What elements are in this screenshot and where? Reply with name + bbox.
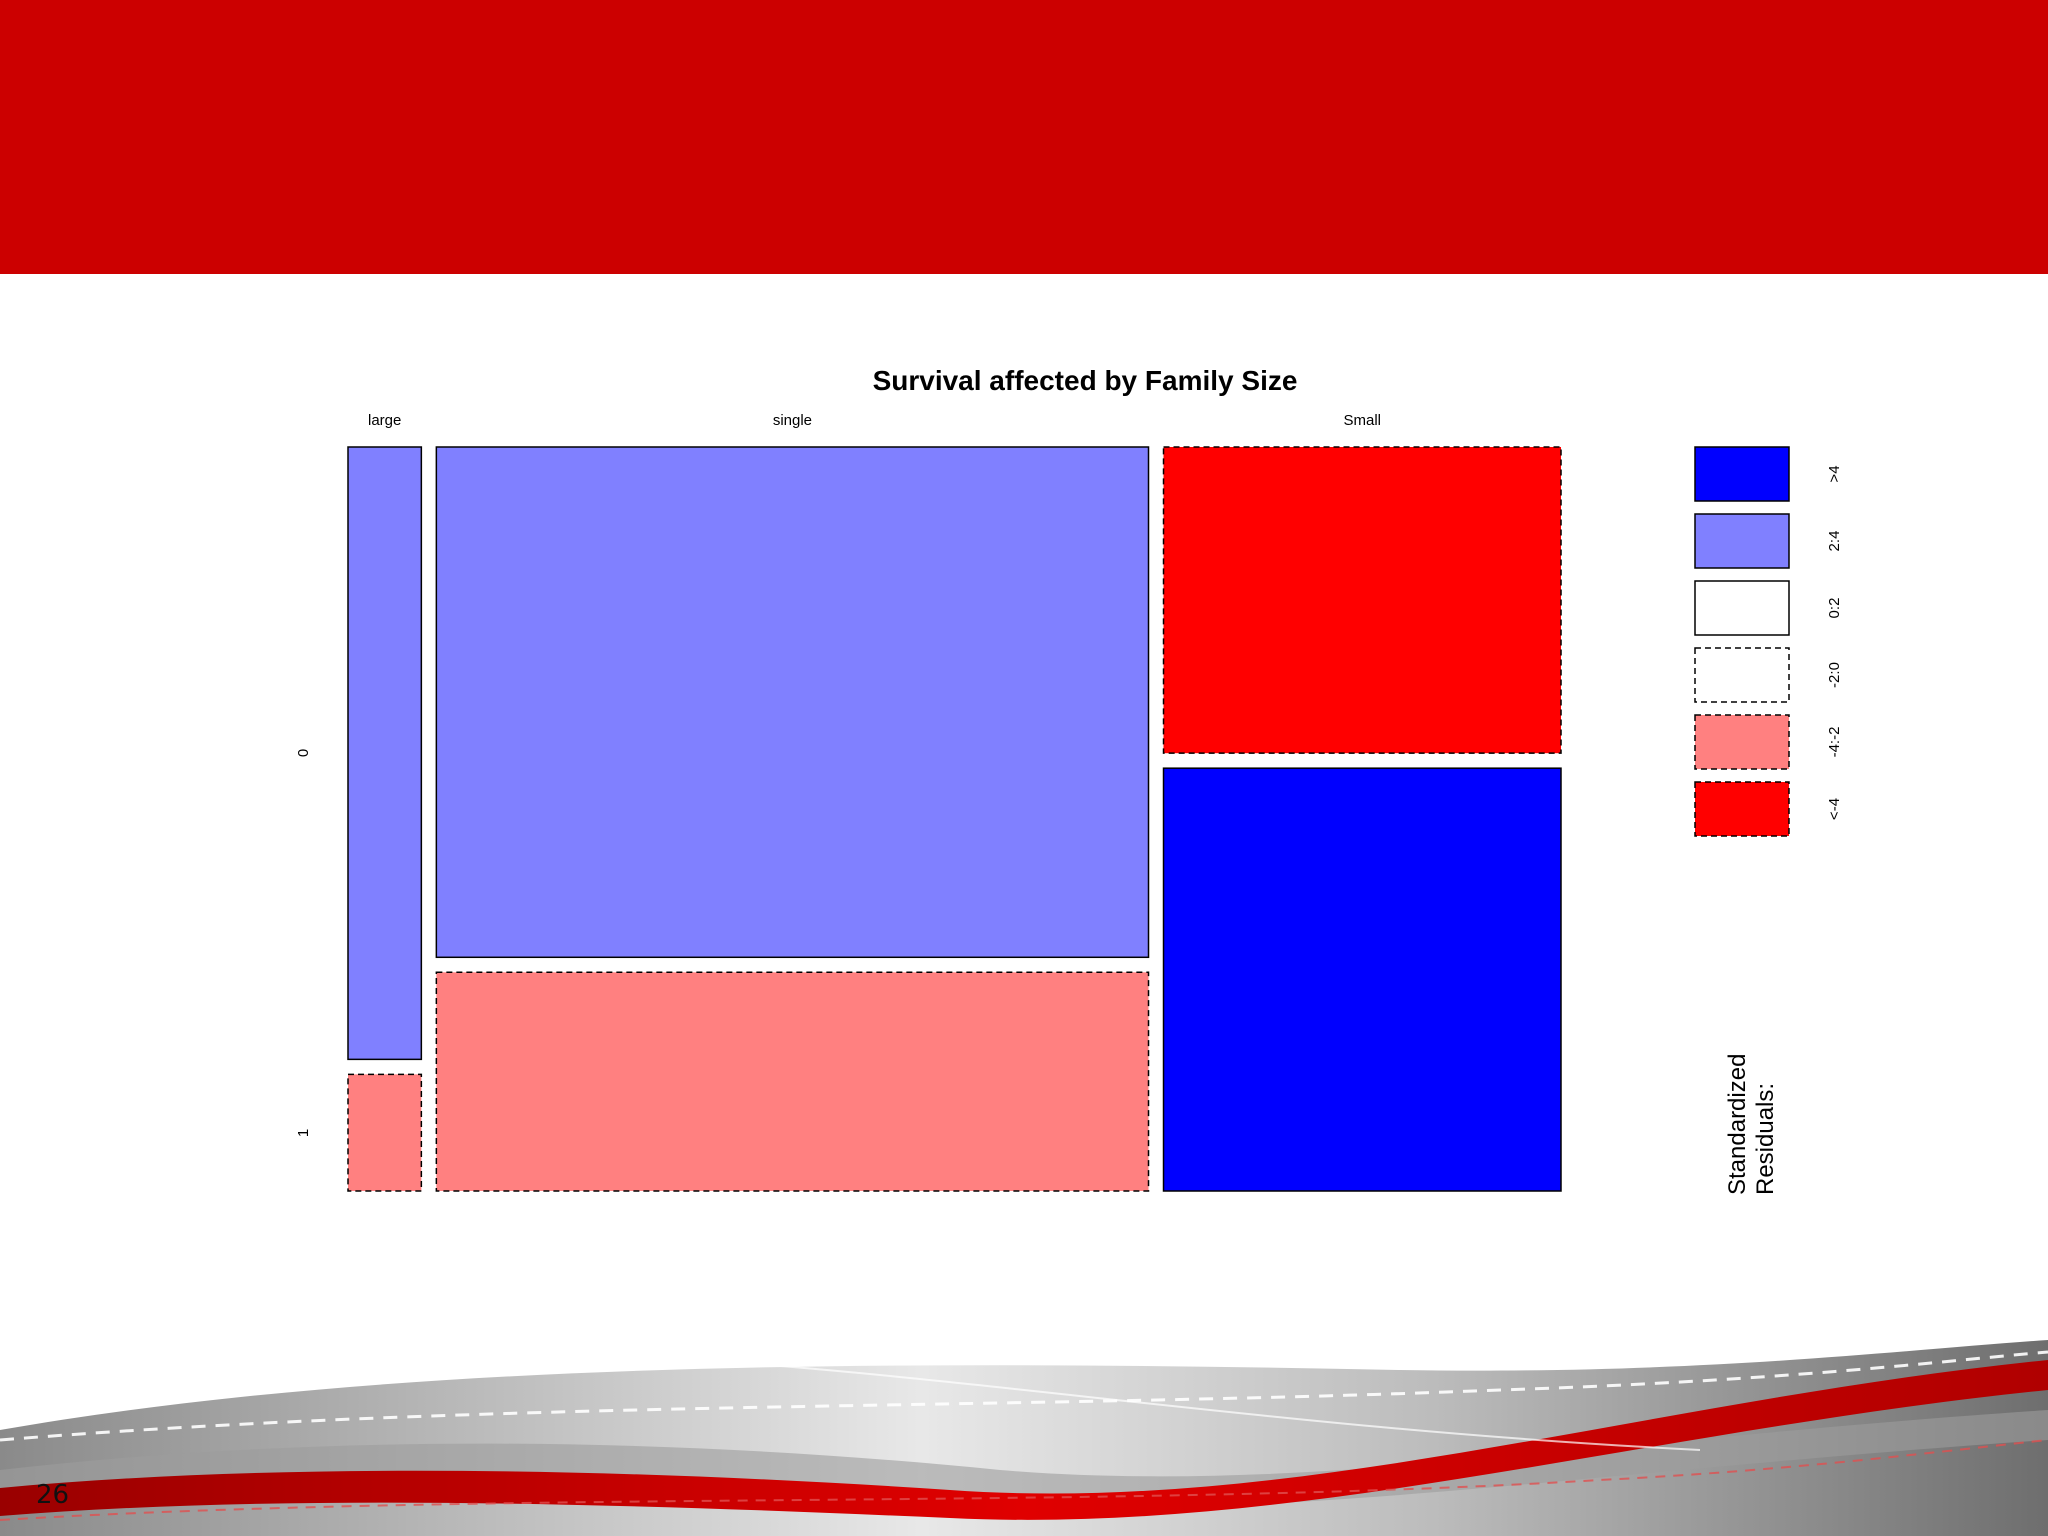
mosaic-cell-large-0 [347, 446, 423, 1061]
legend-swatch-1 [1694, 446, 1790, 502]
legend-swatch-2 [1694, 513, 1790, 569]
mosaic-cell-small-1 [1162, 767, 1562, 1192]
row-label-0: 0 [295, 749, 312, 757]
legend-swatch-3 [1694, 580, 1790, 636]
column-label-small: Small [1343, 412, 1381, 429]
slide-number: 26 [36, 1480, 70, 1510]
mosaic-cell-single-1 [435, 971, 1150, 1192]
legend-label-2: 2:4 [1826, 531, 1843, 552]
legend-swatch-5 [1694, 714, 1790, 770]
legend-title: StandardizedResiduals: [1724, 1054, 1779, 1195]
legend-label-1: >4 [1826, 465, 1843, 482]
column-label-single: single [773, 412, 812, 429]
legend-swatch-4 [1694, 647, 1790, 703]
footer-swoosh-decoration [0, 1340, 2048, 1536]
legend-label-4: -2:0 [1826, 662, 1843, 688]
slide-header-band [0, 0, 2048, 274]
row-label-1: 1 [295, 1129, 312, 1137]
chart-title: Survival affected by Family Size [873, 365, 1298, 396]
column-label-large: large [368, 412, 401, 429]
legend-swatch-6 [1694, 781, 1790, 837]
mosaic-cell-large-1 [347, 1073, 423, 1192]
legend-label-5: -4:-2 [1826, 727, 1843, 758]
legend-label-6: <-4 [1826, 798, 1843, 820]
legend-label-3: 0:2 [1826, 598, 1843, 619]
mosaic-cell-small-0 [1162, 446, 1562, 754]
mosaic-cell-single-0 [435, 446, 1150, 959]
